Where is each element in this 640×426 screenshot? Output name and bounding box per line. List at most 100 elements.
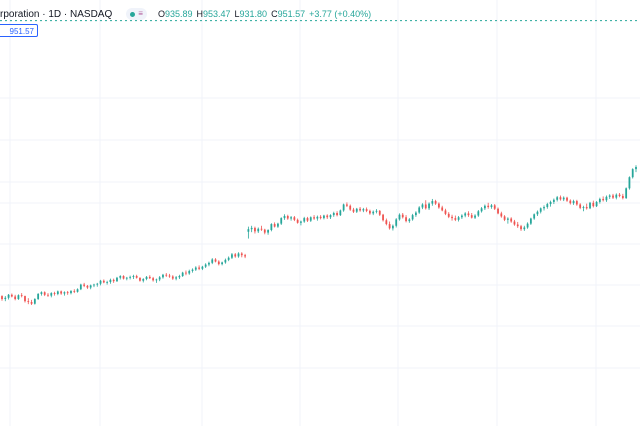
candle bbox=[201, 265, 204, 271]
candle-body bbox=[306, 218, 309, 221]
candle-body bbox=[460, 215, 463, 218]
candle-body bbox=[457, 217, 460, 220]
candle bbox=[296, 218, 299, 224]
candle-body bbox=[605, 196, 608, 201]
candle bbox=[585, 203, 588, 210]
candle bbox=[30, 299, 33, 306]
candle-body bbox=[375, 210, 378, 212]
candle-body bbox=[277, 223, 279, 227]
candle bbox=[369, 209, 371, 215]
candle-body bbox=[286, 215, 289, 219]
candle bbox=[125, 276, 128, 281]
candle bbox=[589, 201, 591, 210]
symbol-title[interactable]: rporation · 1D · NASDAQ bbox=[0, 8, 113, 20]
candle-body bbox=[385, 220, 388, 225]
candle bbox=[178, 274, 181, 280]
candle bbox=[24, 295, 26, 303]
candle bbox=[395, 218, 398, 228]
candle bbox=[185, 270, 187, 276]
candle bbox=[483, 204, 486, 211]
candle bbox=[40, 291, 43, 296]
data-status-icon: ≡ bbox=[138, 9, 143, 18]
candle bbox=[434, 199, 437, 205]
candle-body bbox=[109, 279, 112, 283]
candle-body bbox=[424, 204, 427, 209]
candle bbox=[148, 275, 151, 280]
candle bbox=[408, 218, 411, 223]
candle bbox=[267, 229, 269, 235]
candle bbox=[27, 298, 30, 305]
candle bbox=[431, 198, 434, 206]
candle-body bbox=[178, 276, 181, 278]
candle bbox=[378, 210, 381, 216]
candle bbox=[257, 227, 260, 234]
candle bbox=[326, 214, 329, 219]
candle bbox=[401, 213, 404, 219]
candle-body bbox=[559, 197, 562, 200]
candle-body bbox=[86, 285, 89, 288]
candle bbox=[231, 253, 233, 260]
candle bbox=[405, 215, 407, 223]
candle bbox=[569, 199, 572, 205]
candle-body bbox=[428, 203, 430, 209]
candle-body bbox=[595, 201, 598, 207]
candle bbox=[346, 202, 348, 208]
candle bbox=[500, 211, 503, 218]
candle bbox=[122, 275, 125, 280]
candle bbox=[300, 220, 302, 226]
candle bbox=[237, 252, 240, 258]
candle bbox=[47, 293, 49, 297]
candle bbox=[214, 258, 217, 263]
candle-body bbox=[543, 207, 545, 209]
candle-body bbox=[93, 284, 95, 286]
candle-body bbox=[244, 255, 246, 257]
candle-body bbox=[250, 227, 253, 230]
candle-body bbox=[628, 177, 631, 189]
candle-body bbox=[201, 266, 204, 269]
candle bbox=[457, 215, 460, 222]
candle bbox=[79, 283, 82, 291]
candle bbox=[316, 215, 319, 221]
candle bbox=[441, 205, 444, 212]
candle-body bbox=[139, 277, 141, 281]
candle bbox=[135, 274, 138, 279]
candle-body bbox=[464, 213, 467, 216]
candle-body bbox=[237, 253, 240, 257]
candle-body bbox=[152, 278, 155, 281]
candle bbox=[575, 199, 578, 206]
candle bbox=[454, 215, 457, 222]
candle-body bbox=[618, 194, 621, 196]
candle-body bbox=[198, 267, 201, 269]
candle-body bbox=[398, 214, 401, 220]
candle bbox=[628, 176, 631, 190]
candle-body bbox=[89, 285, 92, 288]
candle-body bbox=[319, 216, 322, 219]
candle-body bbox=[444, 210, 447, 214]
candle bbox=[451, 214, 453, 221]
candle-body bbox=[37, 293, 40, 300]
candle bbox=[70, 290, 72, 295]
candle bbox=[490, 204, 493, 209]
candle-body bbox=[221, 262, 223, 265]
candle bbox=[112, 278, 115, 283]
last-price-badge[interactable]: 951.57 bbox=[0, 24, 38, 37]
candle bbox=[142, 278, 145, 283]
candle bbox=[474, 214, 476, 219]
candle-body bbox=[260, 228, 263, 230]
candle-body bbox=[477, 211, 480, 216]
candle bbox=[428, 202, 430, 211]
candle-body bbox=[73, 290, 76, 292]
candle bbox=[332, 211, 335, 217]
candle bbox=[217, 260, 220, 266]
candle-body bbox=[4, 297, 7, 300]
candle bbox=[418, 206, 421, 214]
market-status-indicator[interactable]: ≡ bbox=[126, 8, 147, 20]
candle-body bbox=[552, 199, 555, 202]
candle-body bbox=[536, 211, 539, 215]
candle-body bbox=[510, 218, 513, 222]
candle bbox=[621, 193, 624, 200]
candle bbox=[595, 201, 598, 208]
candle-body bbox=[352, 209, 355, 212]
candle bbox=[293, 215, 296, 222]
